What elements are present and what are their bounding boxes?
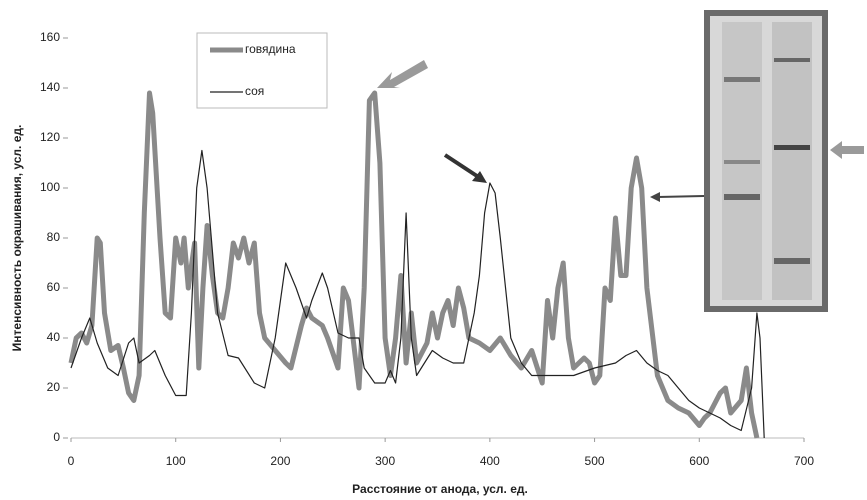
gel-inset (704, 10, 828, 312)
x-tick-label: 600 (689, 454, 709, 468)
arrows (377, 60, 864, 202)
legend-label: соя (245, 84, 264, 98)
y-tick-label: 60 (47, 280, 61, 294)
y-tick-label: 160 (40, 30, 60, 44)
legend (196, 32, 328, 109)
x-tick-label: 200 (270, 454, 290, 468)
x-tick-label: 500 (585, 454, 605, 468)
y-tick-label: 120 (40, 130, 60, 144)
y-tick-label: 140 (40, 80, 60, 94)
x-axis-label: Расстояние от анода, усл. ед. (352, 482, 528, 496)
x-tick-label: 100 (166, 454, 186, 468)
y-tick-label: 0 (53, 430, 60, 444)
x-tick-label: 700 (794, 454, 814, 468)
y-axis-label: Интенсивность окрашивания, усл. ед. (10, 125, 24, 352)
x-tick-label: 0 (68, 454, 75, 468)
line-series (70, 149, 765, 439)
y-tick-label: 20 (47, 380, 61, 394)
y-tick-label: 100 (40, 180, 60, 194)
line-series (68, 90, 760, 439)
x-tick-label: 400 (480, 454, 500, 468)
y-tick-label: 80 (47, 230, 61, 244)
y-tick-label: 40 (47, 330, 61, 344)
x-tick-label: 300 (375, 454, 395, 468)
legend-label: говядина (245, 42, 296, 56)
